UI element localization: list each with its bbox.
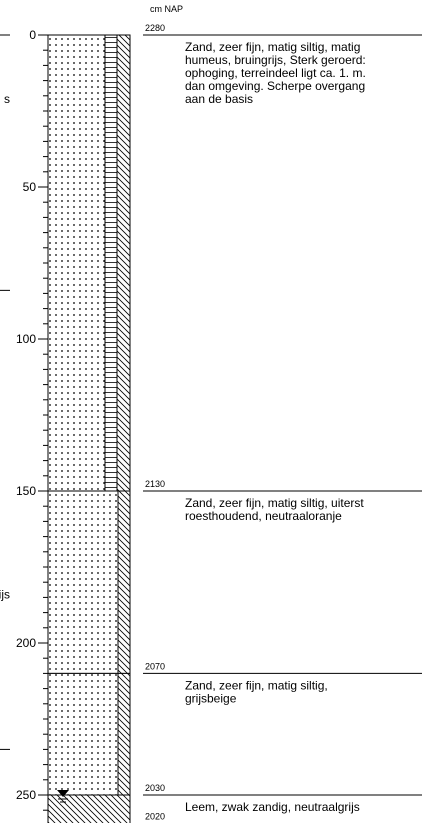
layer-description: grijsbeige: [185, 691, 237, 705]
layer-description: Zand, zeer fijn, matig siltig,: [185, 678, 328, 692]
nap-label: 2020: [145, 811, 165, 821]
depth-label: 250: [16, 788, 36, 802]
layer-fill: [118, 491, 130, 673]
layer-fill: [48, 491, 118, 673]
layer-fill: [48, 35, 105, 491]
depth-label: 50: [23, 180, 37, 194]
depth-label: 100: [16, 332, 36, 346]
nap-label: 2070: [145, 661, 165, 671]
layer-fill: [118, 673, 130, 795]
layer-description: aan de basis: [185, 92, 253, 106]
layer-description: roesthoudend, neutraaloranje: [185, 509, 342, 523]
nap-label: 2130: [145, 479, 165, 489]
layer-fill: [117, 35, 130, 491]
unit-label: cm NAP: [150, 4, 183, 14]
depth-label: 200: [16, 636, 36, 650]
depth-label: 150: [16, 484, 36, 498]
layer-description: ophoging, terreindeel ligt ca. 1. m.: [185, 66, 366, 80]
nap-label: 2280: [145, 23, 165, 33]
cut-text: ijs: [0, 587, 10, 601]
layer-fill: [105, 35, 117, 491]
layer-description: Zand, zeer fijn, matig siltig, matig: [185, 40, 360, 54]
layer-fill: [48, 673, 118, 795]
layer-description: humeus, bruingrijs, Sterk geroerd:: [185, 53, 366, 67]
layer-description: Zand, zeer fijn, matig siltig, uiterst: [185, 496, 364, 510]
depth-label: 0: [29, 28, 36, 42]
borehole-log: cm NAP 2280 Zand, zeer fijn, matig siltig…: [0, 0, 422, 823]
cut-text: s: [4, 92, 10, 106]
layer-description: Leem, zwak zandig, neutraalgrijs: [185, 800, 360, 814]
layer-description: dan omgeving. Scherpe overgang: [185, 79, 365, 93]
page: {"unit_label": "cm NAP", "cut_texts": [{…: [0, 0, 422, 823]
nap-label: 2030: [145, 783, 165, 793]
